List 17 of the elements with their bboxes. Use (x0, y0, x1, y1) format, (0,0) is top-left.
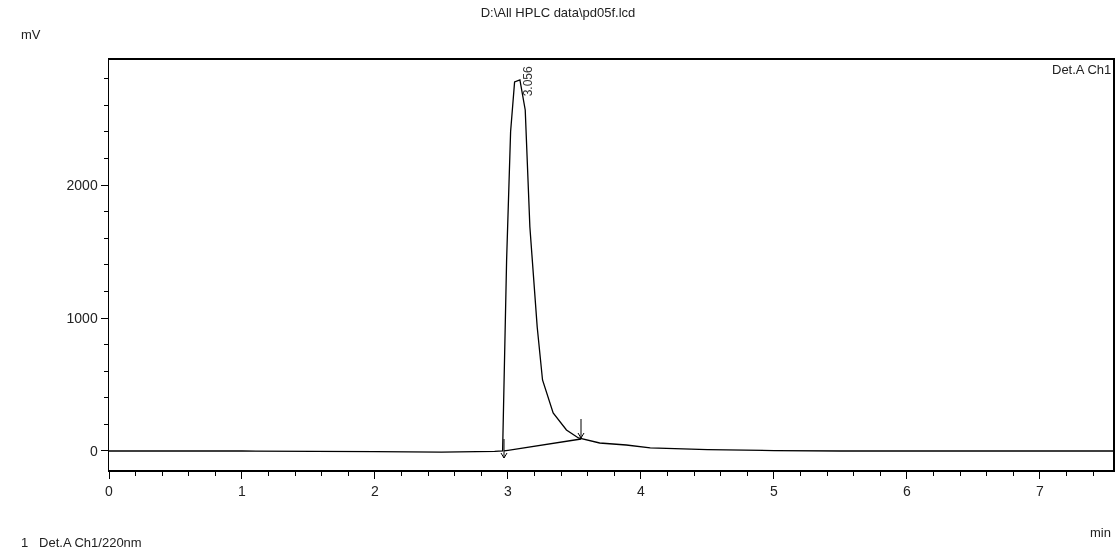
x-tick-label: 0 (105, 482, 114, 499)
x-axis-title: min (1090, 525, 1111, 540)
x-tick-label: 3 (504, 482, 513, 499)
y-tick-label: 2000 (66, 176, 98, 193)
annotation: Det.A Ch1 (1052, 62, 1112, 77)
x-tick-label: 2 (371, 482, 380, 499)
annotation: 3.056 (521, 65, 536, 97)
x-tick-label: 4 (637, 482, 646, 499)
y-tick-label: 0 (89, 442, 98, 459)
text: 1 Det.A Ch1/220nm (21, 535, 142, 550)
x-tick-label: 6 (902, 482, 911, 499)
x-tick-label: 7 (1035, 482, 1044, 499)
x-tick-label: 5 (770, 482, 778, 499)
y-tick-label: 1000 (66, 309, 98, 326)
chart-title: D:\All HPLC data\pd05f.lcd (480, 5, 636, 21)
x-tick-label: 1 (238, 482, 247, 499)
y-axis-title: mV (21, 27, 41, 42)
